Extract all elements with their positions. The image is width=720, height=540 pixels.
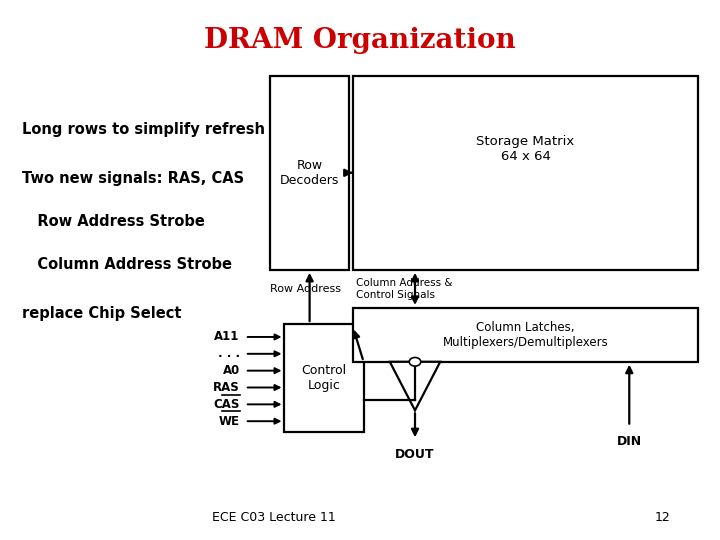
Text: Storage Matrix
64 x 64: Storage Matrix 64 x 64 [477,136,575,164]
Text: Control
Logic: Control Logic [302,364,346,392]
Text: Row Address Strobe: Row Address Strobe [22,214,204,229]
Bar [353,76,698,270]
Text: Row
Decoders: Row Decoders [280,159,339,187]
Text: DRAM Organization: DRAM Organization [204,27,516,54]
Text: DIN: DIN [617,435,642,448]
Bar [353,308,698,362]
Text: CAS: CAS [213,398,240,411]
Text: 12: 12 [654,511,670,524]
Text: WE: WE [219,415,240,428]
Text: . . .: . . . [217,347,240,360]
Circle shape [409,357,420,366]
Polygon shape [390,362,440,410]
Text: Long rows to simplify refresh: Long rows to simplify refresh [22,122,265,137]
Text: Two new signals: RAS, CAS: Two new signals: RAS, CAS [22,171,244,186]
Text: replace Chip Select: replace Chip Select [22,306,181,321]
Text: Row Address: Row Address [271,284,341,294]
Text: Column Address &
Control Signals: Column Address & Control Signals [356,278,453,300]
Text: Column Latches,
Multiplexers/Demultiplexers: Column Latches, Multiplexers/Demultiplex… [443,321,608,349]
Bar [284,324,364,432]
Text: Column Address Strobe: Column Address Strobe [22,257,232,272]
Text: ECE C03 Lecture 11: ECE C03 Lecture 11 [212,511,336,524]
Text: A11: A11 [215,330,240,343]
Text: DOUT: DOUT [395,448,435,461]
Bar [270,76,349,270]
Text: RAS: RAS [213,381,240,394]
Text: A0: A0 [222,364,240,377]
